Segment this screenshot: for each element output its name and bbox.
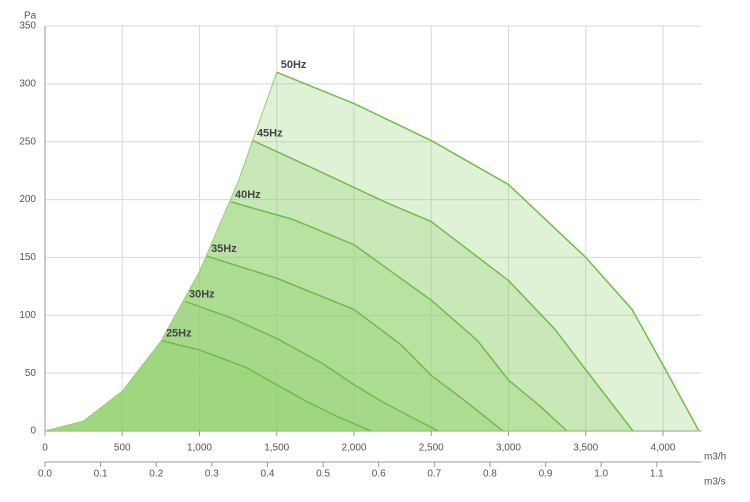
x2-tick-label: 0.3 <box>205 469 219 480</box>
x-tick-label: 0 <box>42 443 48 454</box>
x-tick-label: 3,000 <box>496 443 521 454</box>
x2-tick-label: 0.7 <box>427 469 441 480</box>
y-tick-label: 250 <box>19 136 36 147</box>
curve-label: 50Hz <box>281 59 307 71</box>
fan-curve <box>184 300 439 432</box>
area-fill <box>45 201 568 431</box>
y-tick-label: 50 <box>25 368 37 379</box>
area-fill <box>45 340 371 431</box>
x2-tick-label: 0.9 <box>539 469 553 480</box>
envelope-line <box>44 72 278 432</box>
x2-axis-label: m3/s <box>704 477 726 488</box>
x2-tick-label: 1.0 <box>594 469 608 480</box>
x-tick-label: 500 <box>114 443 131 454</box>
x2-tick-label: 0.8 <box>483 469 497 480</box>
fan-curve <box>252 139 634 432</box>
fan-curve <box>276 71 700 432</box>
x2-tick-label: 1.1 <box>650 469 664 480</box>
x2-tick-label: 0.5 <box>316 469 330 480</box>
x-tick-label: 2,500 <box>419 443 444 454</box>
y-tick-label: 350 <box>19 21 36 32</box>
curve-label: 25Hz <box>166 328 192 340</box>
x-tick-label: 4,000 <box>650 443 675 454</box>
y-axis-label: Pa <box>24 11 37 22</box>
fan-curve <box>206 255 504 432</box>
curve-label: 35Hz <box>211 243 237 255</box>
x2-tick-label: 0.4 <box>261 469 275 480</box>
area-fill <box>45 140 634 432</box>
y-tick-label: 200 <box>19 194 36 205</box>
area-fill <box>45 72 699 432</box>
y-tick-label: 150 <box>19 252 36 263</box>
x2-tick-label: 0.1 <box>94 469 108 480</box>
x2-tick-label: 0.2 <box>149 469 163 480</box>
x-tick-label: 2,000 <box>341 443 366 454</box>
x-tick-label: 1,000 <box>187 443 212 454</box>
y-tick-label: 300 <box>19 78 36 89</box>
y-tick-label: 100 <box>19 310 36 321</box>
fan-curve <box>161 340 372 432</box>
curve-label: 45Hz <box>257 127 283 139</box>
x-tick-label: 3,500 <box>573 443 598 454</box>
y-tick-label: 0 <box>30 426 36 437</box>
fan-curve <box>230 201 568 432</box>
curve-label: 40Hz <box>235 189 261 201</box>
x-axis-label: m3/h <box>704 452 726 463</box>
curve-label: 30Hz <box>189 288 215 300</box>
x2-tick-label: 0.0 <box>38 469 52 480</box>
x2-tick-label: 0.6 <box>372 469 386 480</box>
area-fill <box>45 256 503 431</box>
x-tick-label: 1,500 <box>264 443 289 454</box>
